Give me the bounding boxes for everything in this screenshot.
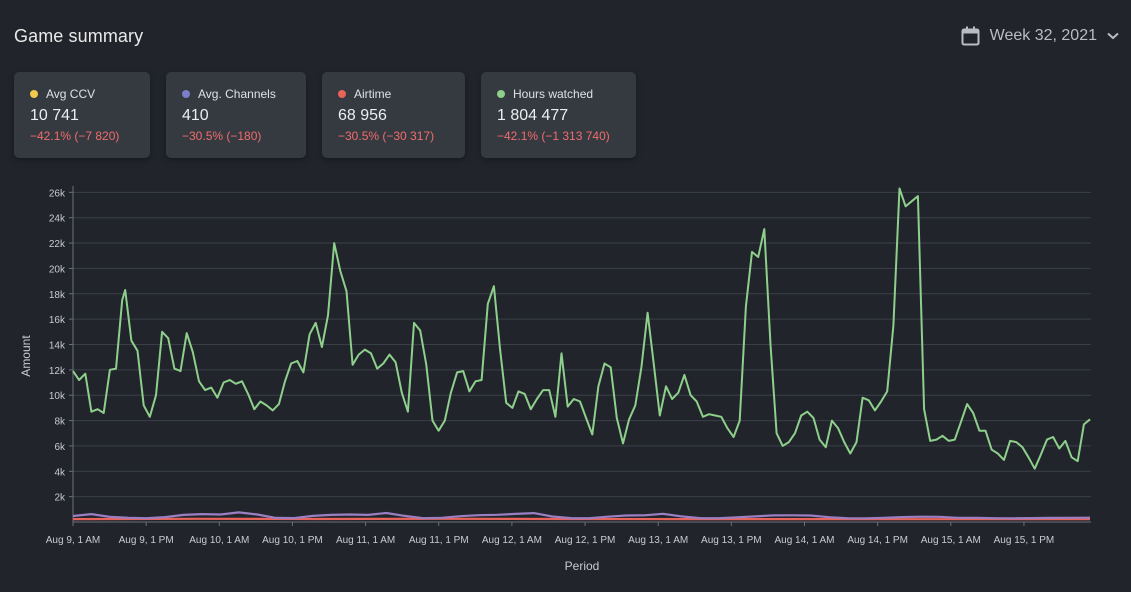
chevron-down-icon: [1107, 32, 1119, 40]
x-axis-ticks: Aug 9, 1 AM Aug 9, 1 PM Aug 10, 1 AM Aug 10…: [46, 522, 1054, 546]
card-label: Airtime: [354, 87, 392, 101]
x-tick-label: Aug 10, 1 AM: [189, 535, 249, 546]
card-value: 410: [182, 107, 209, 124]
line-chart: 2k 4k 6k 8k 10k 12k 14k 16k 18k 20k 22k 24k 26k Aug …: [19, 186, 1091, 573]
y-tick-label: 14k: [49, 340, 66, 351]
x-tick-label: Aug 14, 1 AM: [774, 535, 834, 546]
y-tick-label: 8k: [54, 417, 66, 428]
series-line: [72, 511, 1091, 520]
card-label: Hours watched: [513, 87, 594, 101]
x-tick-label: Aug 11, 1 PM: [409, 535, 469, 546]
legend-dot: [30, 90, 38, 98]
legend-dot: [497, 90, 505, 98]
series-line: [72, 187, 1091, 470]
week-selector[interactable]: Week 32, 2021: [961, 26, 1119, 46]
x-tick-label: Aug 9, 1 AM: [46, 535, 100, 546]
card-change: −42.1% (−1 313 740): [497, 129, 610, 143]
series-lines: [72, 187, 1091, 521]
x-tick-label: Aug 11, 1 AM: [336, 535, 395, 546]
card-hours-watched: Hours watched 1 804 477 −42.1% (−1 313 7…: [481, 72, 636, 158]
y-tick-label: 22k: [49, 239, 66, 250]
x-tick-label: Aug 14, 1 PM: [847, 535, 908, 546]
x-tick-label: Aug 10, 1 PM: [262, 535, 323, 546]
y-tick-label: 20k: [49, 264, 66, 275]
summary-cards: Avg CCV 10 741 −42.1% (−7 820) Avg. Chan…: [14, 72, 636, 158]
card-change: −42.1% (−7 820): [30, 129, 120, 143]
card-value: 10 741: [30, 107, 79, 124]
y-axis-ticks: 2k 4k 6k 8k 10k 12k 14k 16k 18k 20k 22k 24k 26k: [49, 188, 73, 504]
legend-dot: [338, 90, 346, 98]
card-label: Avg CCV: [46, 87, 96, 101]
y-tick-label: 18k: [49, 290, 66, 301]
x-tick-label: Aug 9, 1 PM: [119, 535, 174, 546]
x-axis-label: Period: [565, 559, 600, 573]
y-tick-label: 6k: [54, 442, 66, 453]
card-change: −30.5% (−30 317): [338, 129, 435, 143]
x-tick-label: Aug 13, 1 AM: [628, 535, 688, 546]
week-label: Week 32, 2021: [989, 27, 1097, 44]
card-label: Avg. Channels: [198, 87, 276, 101]
x-tick-label: Aug 12, 1 AM: [482, 535, 542, 546]
x-tick-label: Aug 13, 1 PM: [701, 535, 762, 546]
y-tick-label: 2k: [54, 493, 66, 504]
page-title: Game summary: [14, 26, 144, 46]
y-tick-label: 10k: [49, 391, 66, 402]
card-avg-channels: Avg. Channels 410 −30.5% (−180): [166, 72, 306, 158]
legend-dot: [182, 90, 190, 98]
y-tick-label: 24k: [49, 214, 66, 225]
card-airtime: Airtime 68 956 −30.5% (−30 317): [322, 72, 465, 158]
y-axis-label: Amount: [19, 335, 33, 377]
x-tick-label: Aug 15, 1 AM: [921, 535, 981, 546]
y-tick-label: 4k: [54, 467, 66, 478]
x-tick-label: Aug 15, 1 PM: [994, 535, 1055, 546]
calendar-icon: [961, 26, 980, 46]
x-tick-label: Aug 12, 1 PM: [555, 535, 616, 546]
y-tick-label: 26k: [49, 188, 66, 199]
card-change: −30.5% (−180): [182, 129, 262, 143]
card-value: 68 956: [338, 107, 387, 124]
y-tick-label: 16k: [49, 315, 66, 326]
grid-lines: [72, 186, 1091, 523]
y-tick-label: 12k: [49, 366, 66, 377]
card-avg-ccv: Avg CCV 10 741 −42.1% (−7 820): [14, 72, 150, 158]
card-value: 1 804 477: [497, 107, 569, 124]
